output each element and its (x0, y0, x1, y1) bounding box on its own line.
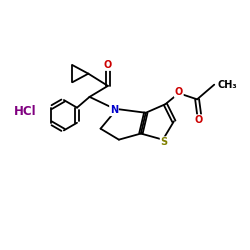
Text: N: N (110, 105, 118, 115)
Text: CH₃: CH₃ (217, 80, 237, 90)
Text: S: S (160, 137, 168, 147)
Text: HCl: HCl (14, 105, 36, 118)
Text: O: O (104, 60, 112, 70)
Text: O: O (194, 115, 202, 125)
Text: O: O (175, 87, 183, 97)
